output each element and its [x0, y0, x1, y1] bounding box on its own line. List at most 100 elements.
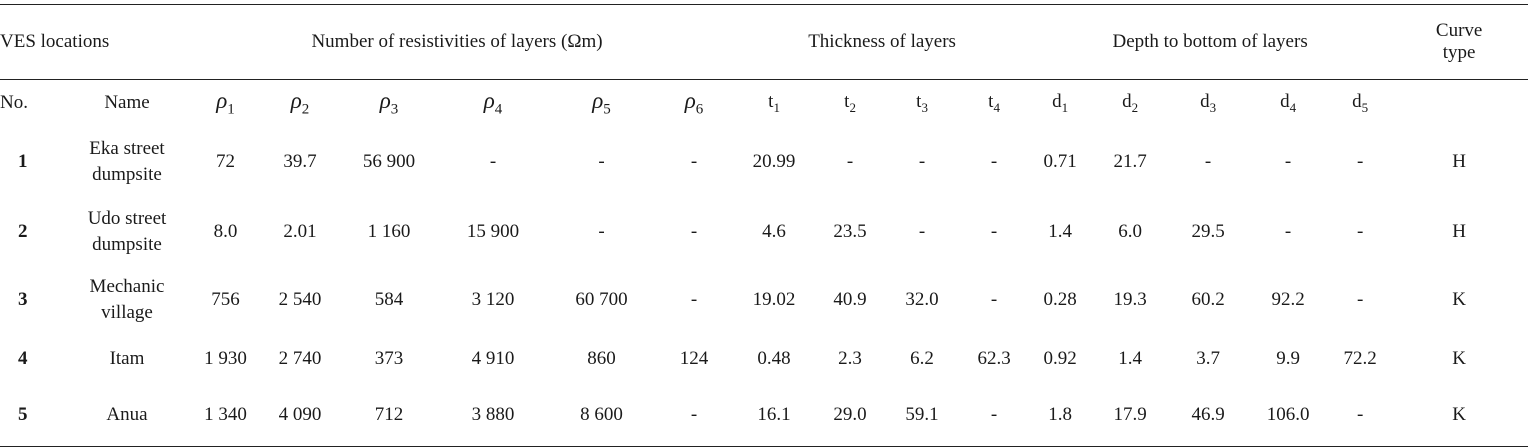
- cell-rho-2: 39.7: [283, 151, 317, 172]
- cell-t-1: 0.48: [757, 348, 791, 369]
- cell-d-1: 0.71: [1043, 151, 1077, 172]
- cell-rho-3: 712: [341, 384, 437, 447]
- ves-results-table: VES locations Number of resistivities of…: [0, 4, 1528, 447]
- subheader-rho-5: ρ5: [549, 79, 654, 126]
- cell-d-2: 21.7: [1113, 151, 1147, 172]
- cell-t-3: -: [918, 221, 926, 242]
- cell-t-4: -: [990, 151, 998, 172]
- header-ves-locations: VES locations: [0, 4, 192, 80]
- cell-rho-6: -: [690, 221, 698, 242]
- cell-no: 1: [18, 151, 28, 172]
- subheader-d-3: d3: [1170, 79, 1247, 126]
- cell-rho-1: 1 930: [204, 348, 247, 369]
- table-row: 4 Itam 1 930 2 740 373 4 910 860 124 0.4…: [0, 334, 1528, 384]
- cell-name: Mechanic village: [89, 276, 165, 323]
- cell-d-2: 17.9: [1090, 384, 1171, 447]
- header-group-row: VES locations Number of resistivities of…: [0, 4, 1528, 80]
- cell-no: 2: [18, 221, 28, 242]
- cell-t-1: 20.99: [752, 151, 796, 172]
- cell-rho-4: 3 880: [437, 384, 549, 447]
- cell-t-2: 2.3: [838, 348, 862, 369]
- header-thickness: Thickness of layers: [734, 4, 1031, 80]
- cell-curve: H: [1452, 221, 1466, 242]
- table-row: 1 Eka street dumpsite 72 39.7 56 900 - - …: [0, 126, 1528, 198]
- cell-no: 5: [0, 384, 62, 447]
- subheader-d-4: d4: [1246, 79, 1331, 126]
- cell-d-4: 9.9: [1276, 348, 1300, 369]
- cell-rho-5: -: [598, 151, 605, 172]
- cell-rho-5: -: [598, 221, 605, 242]
- cell-rho-1: 8.0: [213, 221, 238, 242]
- cell-t-2: 29.0: [814, 384, 887, 447]
- cell-d-2: 6.0: [1118, 221, 1142, 242]
- subheader-t-3: t3: [886, 79, 959, 126]
- cell-d-5: -: [1356, 289, 1364, 310]
- cell-d-5: -: [1330, 384, 1391, 447]
- subheader-rho-2: ρ2: [259, 79, 341, 126]
- cell-d-1: 0.28: [1043, 289, 1077, 310]
- cell-name: Anua: [62, 384, 192, 447]
- cell-rho-4: 15 900: [466, 221, 520, 242]
- cell-d-5: -: [1356, 151, 1364, 172]
- cell-d-2: 1.4: [1118, 348, 1142, 369]
- cell-rho-4: 4 910: [471, 348, 515, 369]
- subheader-rho-4: ρ4: [437, 79, 549, 126]
- cell-d-5: 72.2: [1343, 348, 1377, 369]
- cell-rho-6: -: [690, 151, 698, 172]
- subheader-t-4: t4: [958, 79, 1031, 126]
- cell-curve: H: [1452, 151, 1466, 172]
- cell-t-4: -: [990, 289, 998, 310]
- cell-curve: K: [1390, 384, 1528, 447]
- cell-curve: K: [1452, 348, 1466, 369]
- table-row: 2 Udo street dumpsite 8.0 2.01 1 160 15 9…: [0, 198, 1528, 266]
- cell-rho-4: 3 120: [471, 289, 515, 310]
- cell-rho-5: 60 700: [575, 289, 628, 310]
- cell-d-3: 3.7: [1196, 348, 1220, 369]
- cell-rho-2: 2.01: [283, 221, 317, 242]
- cell-name: Eka street dumpsite: [89, 138, 165, 185]
- subheader-rho-3: ρ3: [341, 79, 437, 126]
- cell-d-3: 60.2: [1191, 289, 1225, 310]
- cell-t-2: -: [846, 151, 854, 172]
- cell-d-1: 1.4: [1048, 221, 1072, 242]
- cell-d-4: 106.0: [1246, 384, 1331, 447]
- cell-no: 4: [18, 348, 28, 369]
- subheader-curve-blank: [1390, 79, 1528, 126]
- cell-d-5: -: [1356, 221, 1364, 242]
- cell-d-1: 0.92: [1043, 348, 1077, 369]
- cell-d-1: 1.8: [1030, 384, 1091, 447]
- table-row: 5 Anua 1 340 4 090 712 3 880 8 600 - 16.…: [0, 384, 1528, 447]
- header-resistivities-label: Number of resistivities of layers (Ωm): [311, 31, 603, 52]
- cell-t-3: -: [918, 151, 926, 172]
- cell-t-3: 32.0: [905, 289, 939, 310]
- header-resistivities: Number of resistivities of layers (Ωm): [192, 4, 735, 80]
- cell-d-3: 46.9: [1170, 384, 1247, 447]
- cell-d-4: -: [1284, 151, 1292, 172]
- cell-d-4: 92.2: [1271, 289, 1305, 310]
- cell-t-1: 16.1: [734, 384, 815, 447]
- cell-t-4: 62.3: [977, 348, 1011, 369]
- cell-t-3: 6.2: [910, 348, 934, 369]
- header-curve-type-line2: type: [1442, 42, 1476, 63]
- cell-t-1: 4.6: [762, 221, 786, 242]
- cell-rho-6: -: [690, 289, 698, 310]
- cell-rho-1: 72: [216, 151, 235, 172]
- cell-t-2: 23.5: [833, 221, 867, 242]
- cell-rho-6: 124: [679, 348, 709, 369]
- cell-curve: K: [1452, 289, 1466, 310]
- subheader-no: No.: [0, 79, 62, 126]
- subheader-rho-1: ρ1: [192, 79, 259, 126]
- cell-rho-2: 4 090: [259, 384, 341, 447]
- cell-no: 3: [18, 289, 28, 310]
- cell-rho-3: 1 160: [367, 221, 411, 242]
- cell-rho-6: -: [654, 384, 735, 447]
- header-sub-row: No. Name ρ1 ρ2 ρ3 ρ4 ρ5 ρ6 t1 t2 t3 t4 d…: [0, 79, 1528, 126]
- cell-t-4: -: [958, 384, 1031, 447]
- cell-t-3: 59.1: [886, 384, 959, 447]
- cell-t-1: 19.02: [752, 289, 796, 310]
- header-curve-type: Curve type: [1390, 4, 1528, 80]
- cell-d-4: -: [1284, 221, 1292, 242]
- cell-t-4: -: [990, 221, 998, 242]
- subheader-t-2: t2: [814, 79, 887, 126]
- subheader-name: Name: [62, 79, 192, 126]
